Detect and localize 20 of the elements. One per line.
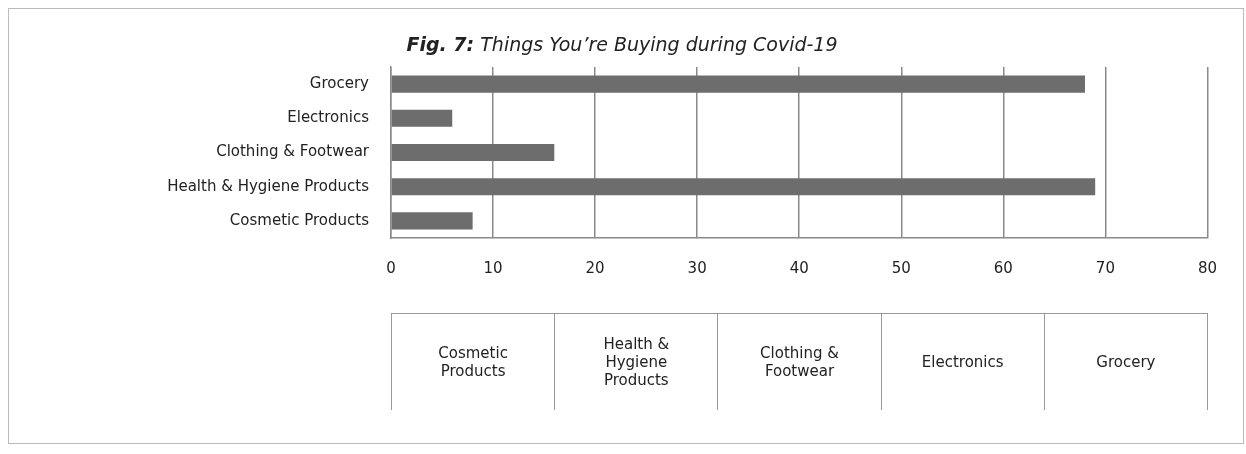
x-tick-label: 80: [1197, 258, 1217, 277]
category-label: Grocery: [1096, 353, 1156, 371]
category-label: Clothing & Footwear: [760, 344, 839, 380]
y-tick-label: Grocery: [309, 73, 370, 92]
x-tick-label: 70: [1095, 258, 1115, 277]
y-tick-label: Cosmetic Products: [229, 210, 370, 229]
y-tick-label: Electronics: [287, 108, 370, 127]
category-label: Health & Hygiene Products: [603, 335, 670, 389]
x-tick-label: 20: [585, 258, 605, 277]
y-tick-label: Health & Hygiene Products: [167, 176, 370, 195]
y-tick-label: Clothing & Footwear: [216, 142, 370, 161]
x-tick-label: 50: [891, 258, 911, 277]
category-label: Electronics: [921, 353, 1004, 371]
x-tick-label: 30: [687, 258, 707, 277]
x-tick-label: 40: [789, 258, 809, 277]
category-label: Cosmetic Products: [438, 344, 508, 380]
chart-title: Fig. 7: Things You’re Buying during Covid-19: [405, 33, 839, 55]
x-tick-label: 60: [993, 258, 1013, 277]
x-tick-label: 0: [386, 258, 396, 277]
x-tick-label: 10: [483, 258, 503, 277]
